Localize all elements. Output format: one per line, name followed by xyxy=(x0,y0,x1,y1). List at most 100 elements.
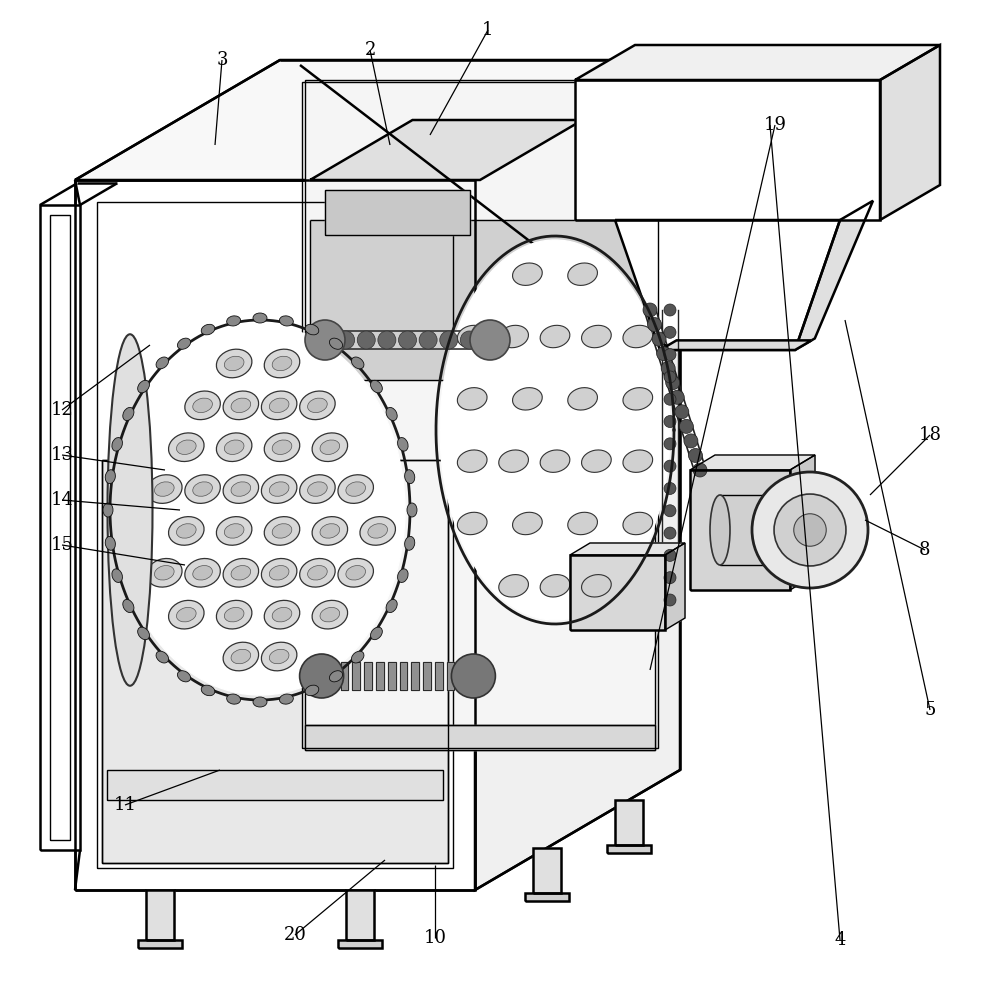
Circle shape xyxy=(664,438,676,450)
Ellipse shape xyxy=(352,651,364,663)
Ellipse shape xyxy=(226,316,240,326)
Circle shape xyxy=(793,514,826,546)
Circle shape xyxy=(665,376,680,390)
Ellipse shape xyxy=(156,357,169,369)
Ellipse shape xyxy=(177,440,197,454)
Ellipse shape xyxy=(498,575,528,597)
Ellipse shape xyxy=(458,388,487,410)
Polygon shape xyxy=(353,662,360,690)
Ellipse shape xyxy=(272,607,292,622)
Ellipse shape xyxy=(512,263,542,285)
Ellipse shape xyxy=(169,600,204,629)
Circle shape xyxy=(461,331,479,349)
Polygon shape xyxy=(615,220,840,350)
Ellipse shape xyxy=(123,407,134,421)
Circle shape xyxy=(305,320,345,360)
Ellipse shape xyxy=(498,450,528,472)
Ellipse shape xyxy=(568,263,598,285)
Ellipse shape xyxy=(147,475,182,503)
Circle shape xyxy=(664,393,676,405)
Ellipse shape xyxy=(155,566,174,580)
Ellipse shape xyxy=(582,325,612,348)
Polygon shape xyxy=(471,662,478,690)
Ellipse shape xyxy=(107,334,153,686)
Ellipse shape xyxy=(370,380,382,393)
Polygon shape xyxy=(310,120,583,180)
Polygon shape xyxy=(533,848,561,893)
Ellipse shape xyxy=(308,398,328,413)
Ellipse shape xyxy=(308,482,328,496)
Ellipse shape xyxy=(105,470,115,484)
Polygon shape xyxy=(570,555,665,630)
Polygon shape xyxy=(107,770,443,800)
Polygon shape xyxy=(690,455,815,470)
Circle shape xyxy=(481,331,499,349)
Ellipse shape xyxy=(261,558,297,587)
Polygon shape xyxy=(615,800,642,845)
Ellipse shape xyxy=(498,325,528,348)
Ellipse shape xyxy=(112,569,122,582)
Text: 14: 14 xyxy=(51,491,73,509)
Ellipse shape xyxy=(279,694,293,704)
Ellipse shape xyxy=(582,575,612,597)
Ellipse shape xyxy=(223,642,258,671)
Ellipse shape xyxy=(216,600,252,629)
Ellipse shape xyxy=(185,558,220,587)
Ellipse shape xyxy=(397,569,408,582)
Polygon shape xyxy=(459,662,467,690)
Polygon shape xyxy=(790,455,815,590)
Text: 8: 8 xyxy=(920,541,930,559)
Ellipse shape xyxy=(338,558,373,587)
Circle shape xyxy=(664,482,676,494)
Polygon shape xyxy=(660,340,811,350)
Ellipse shape xyxy=(224,607,244,622)
Ellipse shape xyxy=(115,325,405,695)
Ellipse shape xyxy=(404,470,415,484)
Polygon shape xyxy=(387,662,395,690)
Ellipse shape xyxy=(261,391,297,420)
Ellipse shape xyxy=(272,356,292,371)
Ellipse shape xyxy=(370,627,382,640)
Ellipse shape xyxy=(312,433,348,462)
Ellipse shape xyxy=(512,388,542,410)
Ellipse shape xyxy=(223,391,258,420)
Text: 12: 12 xyxy=(51,401,73,419)
Ellipse shape xyxy=(404,536,415,550)
Ellipse shape xyxy=(231,398,250,413)
Ellipse shape xyxy=(224,440,244,454)
Text: 4: 4 xyxy=(834,931,846,949)
Circle shape xyxy=(337,331,355,349)
Polygon shape xyxy=(317,662,325,690)
Ellipse shape xyxy=(346,566,365,580)
Polygon shape xyxy=(399,662,407,690)
Circle shape xyxy=(664,371,676,383)
Ellipse shape xyxy=(458,512,487,535)
Circle shape xyxy=(664,527,676,539)
Circle shape xyxy=(664,594,676,606)
Ellipse shape xyxy=(312,517,348,545)
Ellipse shape xyxy=(568,512,598,535)
Polygon shape xyxy=(305,80,655,750)
Ellipse shape xyxy=(169,433,204,462)
Ellipse shape xyxy=(231,482,250,496)
Circle shape xyxy=(664,505,676,517)
Ellipse shape xyxy=(279,316,293,326)
Ellipse shape xyxy=(193,566,213,580)
Text: 3: 3 xyxy=(216,51,227,69)
Ellipse shape xyxy=(178,671,191,682)
Circle shape xyxy=(378,331,396,349)
Ellipse shape xyxy=(272,440,292,454)
Circle shape xyxy=(661,361,675,375)
Ellipse shape xyxy=(216,433,252,462)
Text: 18: 18 xyxy=(919,426,941,444)
Ellipse shape xyxy=(308,566,328,580)
Ellipse shape xyxy=(261,642,297,671)
Ellipse shape xyxy=(185,475,220,503)
Circle shape xyxy=(688,448,702,462)
Ellipse shape xyxy=(231,649,250,664)
Ellipse shape xyxy=(231,566,250,580)
Circle shape xyxy=(664,416,676,428)
Polygon shape xyxy=(795,201,873,350)
Circle shape xyxy=(316,331,334,349)
Polygon shape xyxy=(102,460,448,863)
